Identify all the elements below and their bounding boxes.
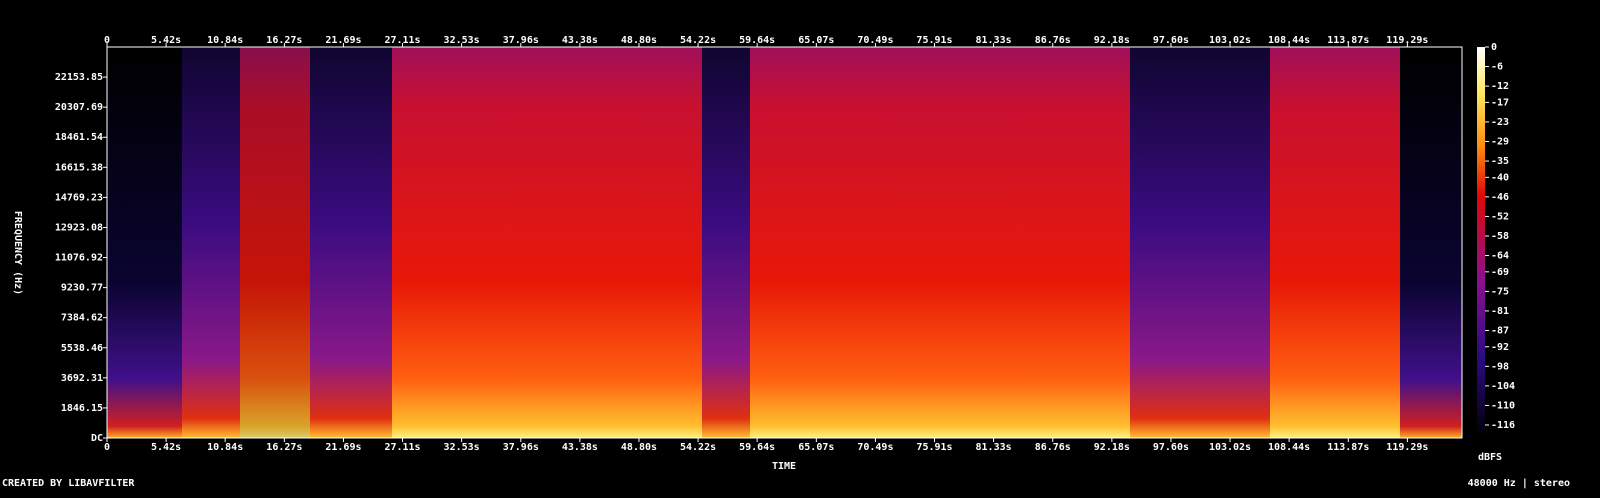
x-tick-label-top: 70.49s xyxy=(857,35,893,46)
y-axis-label: FREQUENCY (Hz) xyxy=(12,211,23,295)
x-tick-label-top: 86.76s xyxy=(1035,35,1071,46)
x-tick-label-top: 5.42s xyxy=(151,35,181,46)
x-tick-label-bottom: 0 xyxy=(104,442,110,453)
x-tick-label-bottom: 5.42s xyxy=(151,442,181,453)
colorbar-tick-label: -87 xyxy=(1491,325,1509,336)
x-tick-label-bottom: 97.60s xyxy=(1153,442,1189,453)
colorbar-tick-label: -75 xyxy=(1491,286,1509,297)
x-tick-label-bottom: 103.02s xyxy=(1209,442,1251,453)
x-tick-label-bottom: 21.69s xyxy=(325,442,361,453)
x-tick-label-top: 37.96s xyxy=(503,35,539,46)
y-tick-label: 22153.85 xyxy=(55,72,103,83)
x-tick-label-bottom: 43.38s xyxy=(562,442,598,453)
x-tick-label-bottom: 70.49s xyxy=(857,442,893,453)
x-tick-label-top: 0 xyxy=(104,35,110,46)
x-tick-label-top: 59.64s xyxy=(739,35,775,46)
plot-frame xyxy=(106,46,1463,439)
x-tick-label-bottom: 59.64s xyxy=(739,442,775,453)
x-tick-label-bottom: 108.44s xyxy=(1268,442,1310,453)
y-tick-label: 9230.77 xyxy=(61,283,103,294)
x-tick-label-top: 43.38s xyxy=(562,35,598,46)
colorbar-tick-label: -12 xyxy=(1491,81,1509,92)
x-tick-label-top: 54.22s xyxy=(680,35,716,46)
x-tick-label-bottom: 75.91s xyxy=(916,442,952,453)
y-tick-label: 3692.31 xyxy=(61,373,103,384)
x-tick-label-bottom: 54.22s xyxy=(680,442,716,453)
x-tick-label-bottom: 27.11s xyxy=(384,442,420,453)
colorbar-tick-label: -52 xyxy=(1491,211,1509,222)
colorbar-tick-label: -35 xyxy=(1491,156,1509,167)
x-tick-label-top: 16.27s xyxy=(266,35,302,46)
colorbar-tick-label: -116 xyxy=(1491,420,1515,431)
y-tick-label: 11076.92 xyxy=(55,253,103,264)
colorbar-tick-label: -58 xyxy=(1491,231,1509,242)
colorbar xyxy=(1477,47,1485,438)
x-tick-label-top: 92.18s xyxy=(1094,35,1130,46)
x-tick-label-bottom: 48.80s xyxy=(621,442,657,453)
x-tick-label-top: 113.87s xyxy=(1327,35,1369,46)
y-tick-label: 16615.38 xyxy=(55,162,103,173)
y-tick-label: 1846.15 xyxy=(61,403,103,414)
colorbar-label: dBFS xyxy=(1478,452,1502,463)
x-tick-label-bottom: 81.33s xyxy=(976,442,1012,453)
x-tick-label-top: 75.91s xyxy=(916,35,952,46)
y-tick-label: 7384.62 xyxy=(61,313,103,324)
x-tick-label-top: 48.80s xyxy=(621,35,657,46)
x-tick-label-top: 119.29s xyxy=(1386,35,1428,46)
x-tick-label-top: 10.84s xyxy=(207,35,243,46)
x-tick-label-top: 65.07s xyxy=(798,35,834,46)
colorbar-tick-label: -46 xyxy=(1491,192,1509,203)
x-tick-label-bottom: 37.96s xyxy=(503,442,539,453)
y-tick-label: 5538.46 xyxy=(61,343,103,354)
x-tick-label-bottom: 113.87s xyxy=(1327,442,1369,453)
x-tick-label-bottom: 119.29s xyxy=(1386,442,1428,453)
y-tick-label: 12923.08 xyxy=(55,222,103,233)
colorbar-tick-label: -17 xyxy=(1491,97,1509,108)
x-tick-label-bottom: 92.18s xyxy=(1094,442,1130,453)
y-tick-label: 14769.23 xyxy=(55,192,103,203)
x-tick-label-top: 103.02s xyxy=(1209,35,1251,46)
footer-left: CREATED BY LIBAVFILTER xyxy=(2,478,135,489)
x-tick-label-top: 21.69s xyxy=(325,35,361,46)
y-tick-label: DC xyxy=(91,433,103,444)
x-tick-label-bottom: 86.76s xyxy=(1035,442,1071,453)
colorbar-tick-label: -92 xyxy=(1491,342,1509,353)
colorbar-tick-label: -104 xyxy=(1491,381,1515,392)
x-tick-label-bottom: 32.53s xyxy=(444,442,480,453)
colorbar-tick-label: -6 xyxy=(1491,62,1503,73)
footer-right: 48000 Hz | stereo xyxy=(1468,478,1570,489)
x-tick-label-top: 27.11s xyxy=(384,35,420,46)
x-tick-label-top: 97.60s xyxy=(1153,35,1189,46)
colorbar-tick-label: -98 xyxy=(1491,361,1509,372)
colorbar-tick-label: -69 xyxy=(1491,267,1509,278)
x-tick-label-top: 81.33s xyxy=(976,35,1012,46)
colorbar-tick-label: -40 xyxy=(1491,172,1509,183)
x-tick-label-top: 32.53s xyxy=(444,35,480,46)
x-axis-label: TIME xyxy=(772,461,796,472)
y-tick-label: 20307.69 xyxy=(55,102,103,113)
x-tick-label-bottom: 10.84s xyxy=(207,442,243,453)
x-tick-label-bottom: 16.27s xyxy=(266,442,302,453)
y-tick-label: 18461.54 xyxy=(55,132,103,143)
colorbar-tick-label: -29 xyxy=(1491,136,1509,147)
colorbar-tick-label: 0 xyxy=(1491,42,1497,53)
colorbar-tick-label: -23 xyxy=(1491,117,1509,128)
x-tick-label-top: 108.44s xyxy=(1268,35,1310,46)
colorbar-tick-label: -110 xyxy=(1491,400,1515,411)
colorbar-tick-label: -81 xyxy=(1491,306,1509,317)
x-tick-label-bottom: 65.07s xyxy=(798,442,834,453)
colorbar-tick-label: -64 xyxy=(1491,251,1509,262)
spectrogram-image xyxy=(107,47,1462,438)
